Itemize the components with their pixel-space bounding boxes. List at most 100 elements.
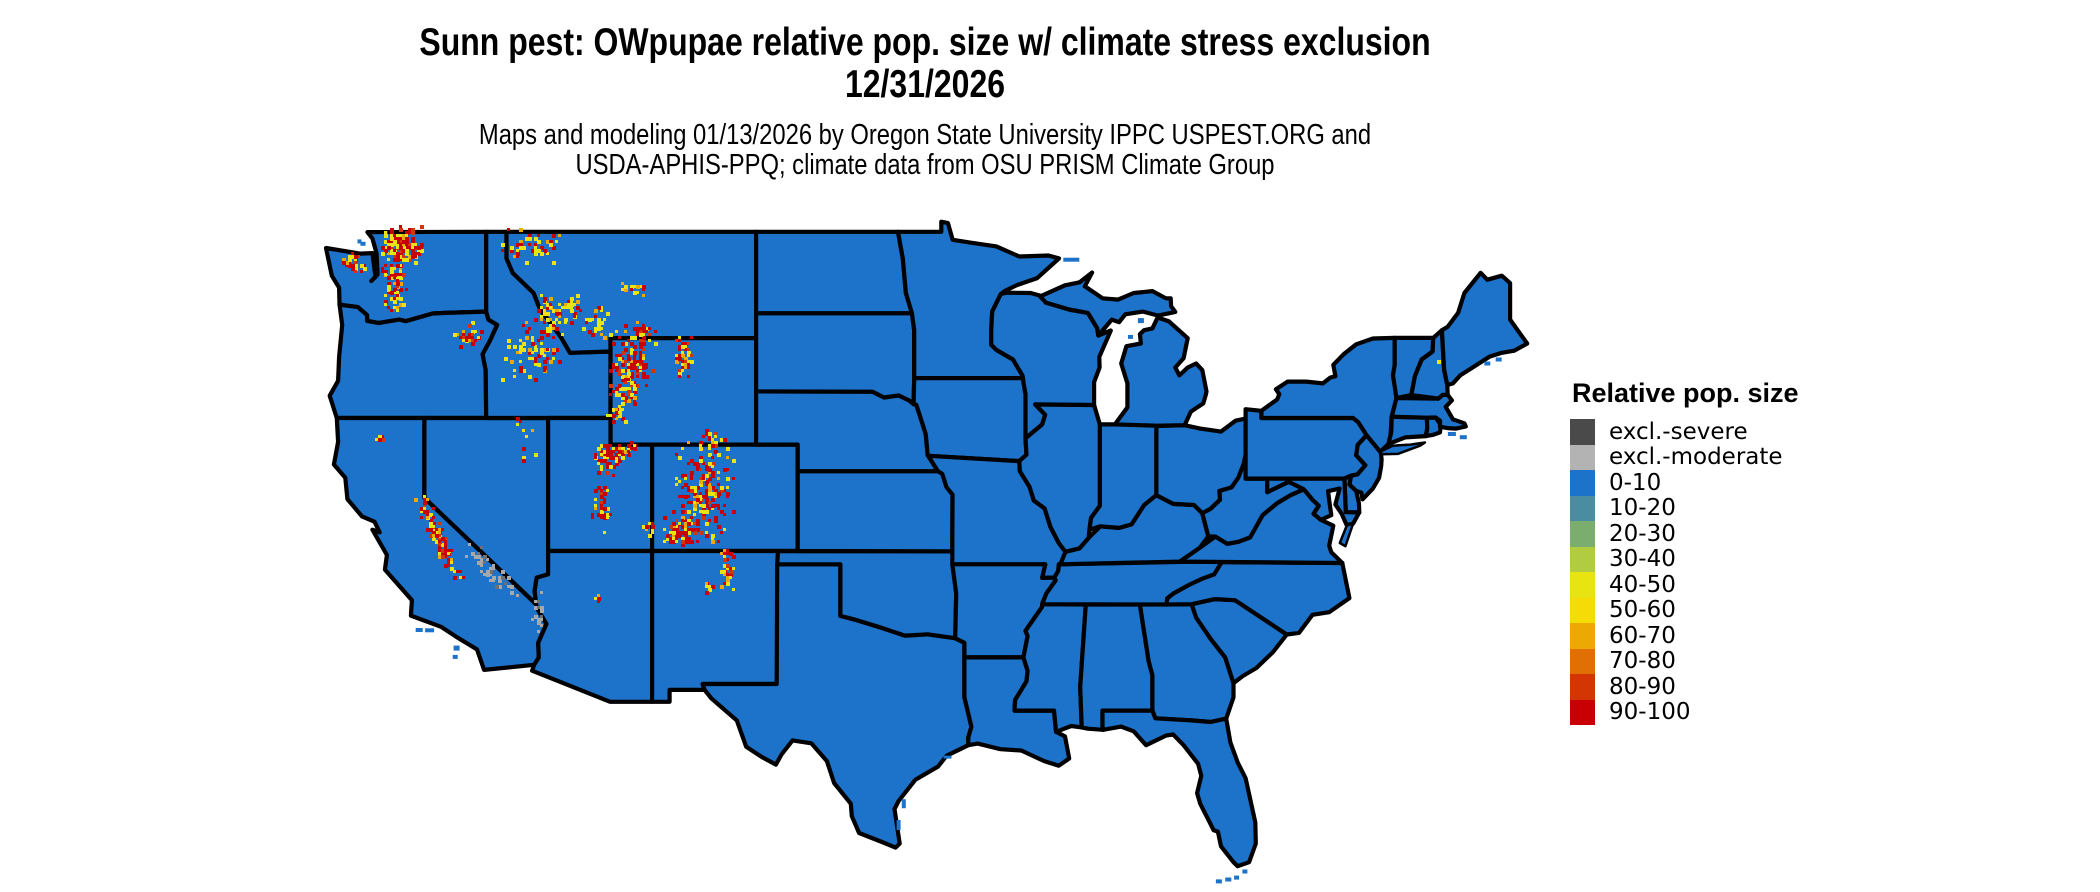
- hotspot-cell: [429, 522, 433, 526]
- hotspot-cell: [444, 537, 447, 540]
- hotspot-cell: [552, 327, 555, 330]
- hotspot-cell: [474, 339, 477, 342]
- hotspot-cell: [549, 243, 553, 247]
- hotspot-cell: [528, 243, 531, 246]
- hotspot-cell: [663, 528, 666, 531]
- hotspot-cell: [423, 507, 426, 510]
- hotspot-cell: [531, 249, 535, 253]
- hotspot-cell: [732, 567, 735, 570]
- exclusion-cell: [537, 618, 540, 621]
- hotspot-cell: [384, 273, 387, 276]
- hotspot-cell: [630, 372, 634, 376]
- hotspot-cell: [399, 258, 402, 261]
- hotspot-cell: [609, 444, 612, 447]
- hotspot-cell: [618, 336, 621, 339]
- hotspot-cell: [546, 306, 550, 310]
- hotspot-cell: [603, 513, 606, 516]
- hotspot-cell: [594, 309, 598, 313]
- hotspot-cell: [699, 504, 702, 507]
- hotspot-cell: [699, 459, 703, 463]
- hotspot-cell: [444, 546, 447, 549]
- hotspot-cell: [528, 375, 532, 379]
- hotspot-cell: [726, 576, 729, 579]
- hotspot-cell: [462, 576, 465, 579]
- hotspot-cell: [606, 453, 610, 457]
- hotspot-cell: [435, 534, 439, 538]
- hotspot-cell: [690, 486, 693, 489]
- hotspot-cell: [705, 534, 709, 538]
- hotspot-cell: [690, 477, 693, 480]
- hotspot-cell: [624, 369, 627, 372]
- hotspot-cell: [696, 498, 700, 502]
- hotspot-cell: [633, 366, 636, 369]
- hotspot-cell: [396, 282, 400, 286]
- hotspot-cell: [513, 255, 516, 258]
- hotspot-cell: [534, 360, 537, 363]
- hotspot-cell: [396, 306, 399, 309]
- hotspot-cell: [387, 306, 390, 309]
- hotspot-cell: [600, 321, 604, 325]
- hotspot-cell: [642, 525, 646, 529]
- hotspot-cell: [633, 327, 637, 331]
- hotspot-cell: [582, 327, 586, 331]
- state-il: [1017, 402, 1102, 554]
- hotspot-cell: [555, 309, 559, 313]
- exclusion-cell: [540, 618, 543, 621]
- hotspot-cell: [390, 267, 394, 271]
- hotspot-cell: [552, 348, 556, 352]
- state-nm: [649, 548, 781, 704]
- hotspot-cell: [609, 393, 612, 396]
- hotspot-cell: [639, 330, 642, 333]
- exclusion-cell: [492, 576, 496, 580]
- hotspot-cell: [627, 393, 630, 396]
- hotspot-cell: [705, 585, 708, 588]
- hotspot-cell: [633, 402, 637, 406]
- hotspot-cell: [540, 351, 544, 355]
- hotspot-cell: [528, 351, 532, 355]
- hotspot-cell: [348, 258, 352, 262]
- hotspot-cell: [696, 465, 700, 469]
- hotspot-cell: [645, 327, 649, 331]
- hotspot-cell: [396, 309, 399, 312]
- hotspot-cell: [639, 333, 643, 337]
- exclusion-cell: [510, 585, 514, 589]
- hotspot-cell: [723, 570, 726, 573]
- hotspot-cell: [690, 516, 693, 519]
- hotspot-cell: [726, 573, 730, 577]
- hotspot-cell: [615, 390, 618, 393]
- hotspot-cell: [630, 384, 633, 387]
- hotspot-cell: [642, 342, 646, 346]
- hotspot-cell: [681, 360, 684, 363]
- hotspot-cell: [651, 525, 655, 529]
- hotspot-cell: [708, 447, 711, 450]
- hotspot-cell: [525, 261, 529, 265]
- hotspot-cell: [684, 522, 687, 525]
- legend-swatch: [1570, 623, 1595, 649]
- hotspot-cell: [354, 261, 357, 264]
- hotspot-cell: [546, 252, 549, 255]
- hotspot-cell: [567, 303, 570, 306]
- hotspot-cell: [597, 318, 601, 322]
- hotspot-cell: [387, 282, 391, 286]
- hotspot-cell: [432, 531, 436, 535]
- hotspot-cell: [699, 456, 703, 460]
- island-dot: [1484, 361, 1491, 366]
- hotspot-cell: [393, 288, 397, 292]
- hotspot-cell: [675, 483, 678, 486]
- hotspot-cell: [408, 228, 411, 231]
- hotspot-cell: [618, 354, 622, 358]
- island-dot: [943, 755, 952, 759]
- hotspot-cell: [624, 450, 628, 454]
- hotspot-cell: [702, 507, 705, 510]
- hotspot-cell: [702, 477, 705, 480]
- hotspot-cell: [696, 495, 699, 498]
- hotspot-cell: [684, 363, 687, 366]
- hotspot-cell: [390, 234, 394, 238]
- exclusion-cell: [540, 591, 543, 594]
- hotspot-cell: [714, 435, 717, 438]
- hotspot-cell: [603, 456, 606, 459]
- hotspot-cell: [621, 408, 624, 411]
- hotspot-cell: [552, 234, 556, 238]
- hotspot-cell: [720, 438, 724, 442]
